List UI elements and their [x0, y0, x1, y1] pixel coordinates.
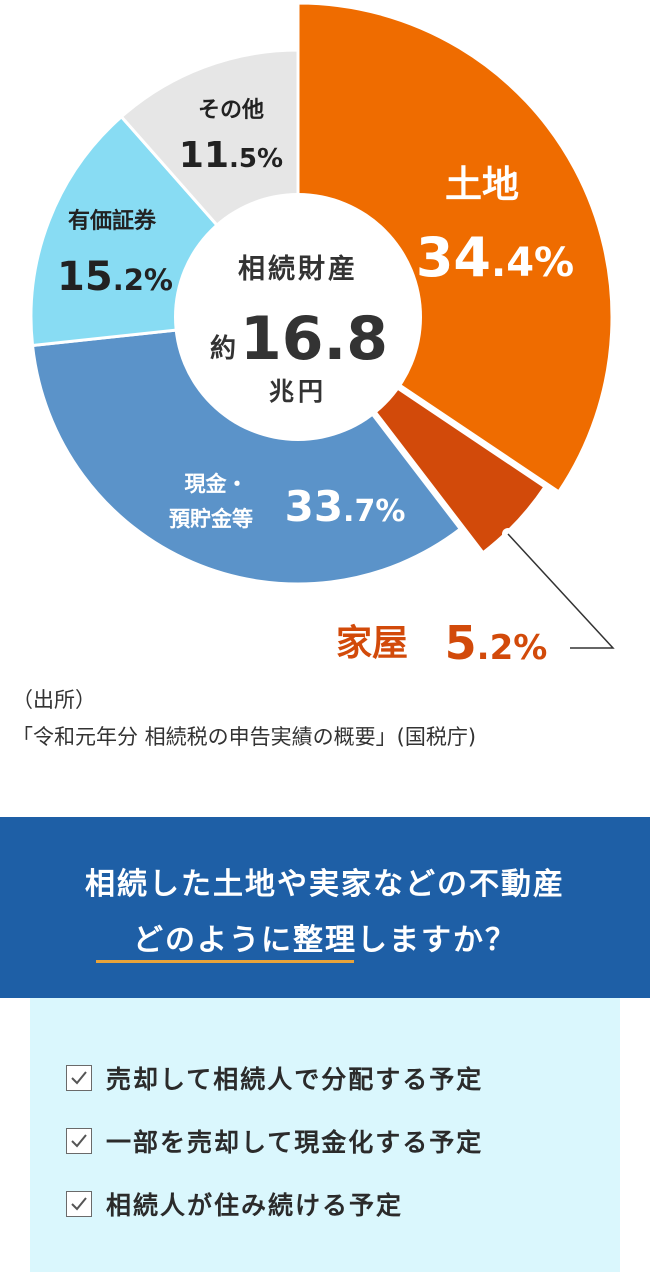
- slice-value-cash: 33.7%: [285, 482, 406, 531]
- slice-value-other-pct: %: [257, 144, 283, 174]
- slice-value-house-pct: %: [513, 628, 547, 668]
- slice-value-other-dec: .5: [229, 144, 257, 174]
- callout-line: [507, 533, 615, 649]
- slice-value-other-num: 11: [179, 135, 229, 176]
- slice-value-securities-num: 15: [57, 254, 113, 300]
- slice-value-land: 34.4%: [416, 226, 574, 289]
- slice-label-securities: 有価証券: [68, 208, 157, 234]
- donut-chart: 相続財産 約 16.8 兆円 土地 34.4% その他 11.5% 有価証券 1…: [29, 1, 615, 670]
- option-label: 相続人が住み続ける予定: [106, 1191, 404, 1220]
- slice-label-other: その他: [198, 98, 264, 123]
- center-hole: [174, 193, 422, 441]
- source-heading: （出所）: [12, 688, 96, 712]
- slice-value-securities-pct: %: [144, 263, 173, 297]
- slice-value-cash-pct: %: [375, 494, 405, 529]
- option-item[interactable]: 相続人が住み続ける予定: [66, 1187, 403, 1221]
- source-text: 「令和元年分 相続税の申告実績の概要」(国税庁): [12, 725, 477, 749]
- slice-value-house: 5.2%: [445, 616, 548, 670]
- slice-label-land: 土地: [445, 163, 519, 206]
- question-banner: 相続した土地や実家などの不動産 どのように整理しますか？: [0, 817, 650, 998]
- slice-value-land-pct: %: [534, 240, 574, 286]
- options-panel: 売却して相続人で分配する予定 一部を売却して現金化する予定 相続人が住み続ける予…: [30, 998, 620, 1272]
- slice-label-cash-line1: 現金・: [185, 472, 248, 496]
- question-line-2: どのように整理しますか？: [133, 923, 517, 958]
- slice-value-land-dec: .4: [491, 240, 534, 286]
- slice-value-securities: 15.2%: [57, 254, 173, 300]
- slice-value-cash-num: 33: [285, 482, 343, 531]
- source-note: （出所） 「令和元年分 相続税の申告実績の概要」(国税庁): [12, 682, 476, 756]
- slice-value-other: 11.5%: [179, 135, 283, 176]
- center-prefix: 約: [210, 333, 236, 364]
- option-item[interactable]: 売却して相続人で分配する予定: [66, 1061, 483, 1095]
- center-value: 16.8: [240, 304, 388, 374]
- question-line-1: 相続した土地や実家などの不動産: [85, 867, 565, 902]
- center-unit: 兆円: [269, 377, 327, 406]
- option-label: 一部を売却して現金化する予定: [106, 1128, 484, 1157]
- slice-value-securities-dec: .2: [113, 263, 144, 297]
- slice-cash: [30, 315, 463, 586]
- slice-value-house-num: 5: [445, 616, 477, 670]
- center-title: 相続財産: [238, 253, 358, 285]
- checkbox-icon[interactable]: [66, 1128, 92, 1154]
- checkbox-icon[interactable]: [66, 1065, 92, 1091]
- slice-label-cash-line2: 預貯金等: [169, 507, 253, 531]
- slice-value-land-num: 34: [416, 226, 491, 289]
- slice-value-cash-dec: .7: [343, 494, 375, 529]
- option-item[interactable]: 一部を売却して現金化する予定: [66, 1124, 483, 1158]
- checkbox-icon[interactable]: [66, 1191, 92, 1217]
- slice-label-house: 家屋: [336, 623, 408, 664]
- slice-value-house-dec: .2: [477, 628, 514, 668]
- slice-land: [296, 1, 614, 494]
- option-label: 売却して相続人で分配する予定: [106, 1065, 484, 1094]
- question-underline: [96, 960, 354, 963]
